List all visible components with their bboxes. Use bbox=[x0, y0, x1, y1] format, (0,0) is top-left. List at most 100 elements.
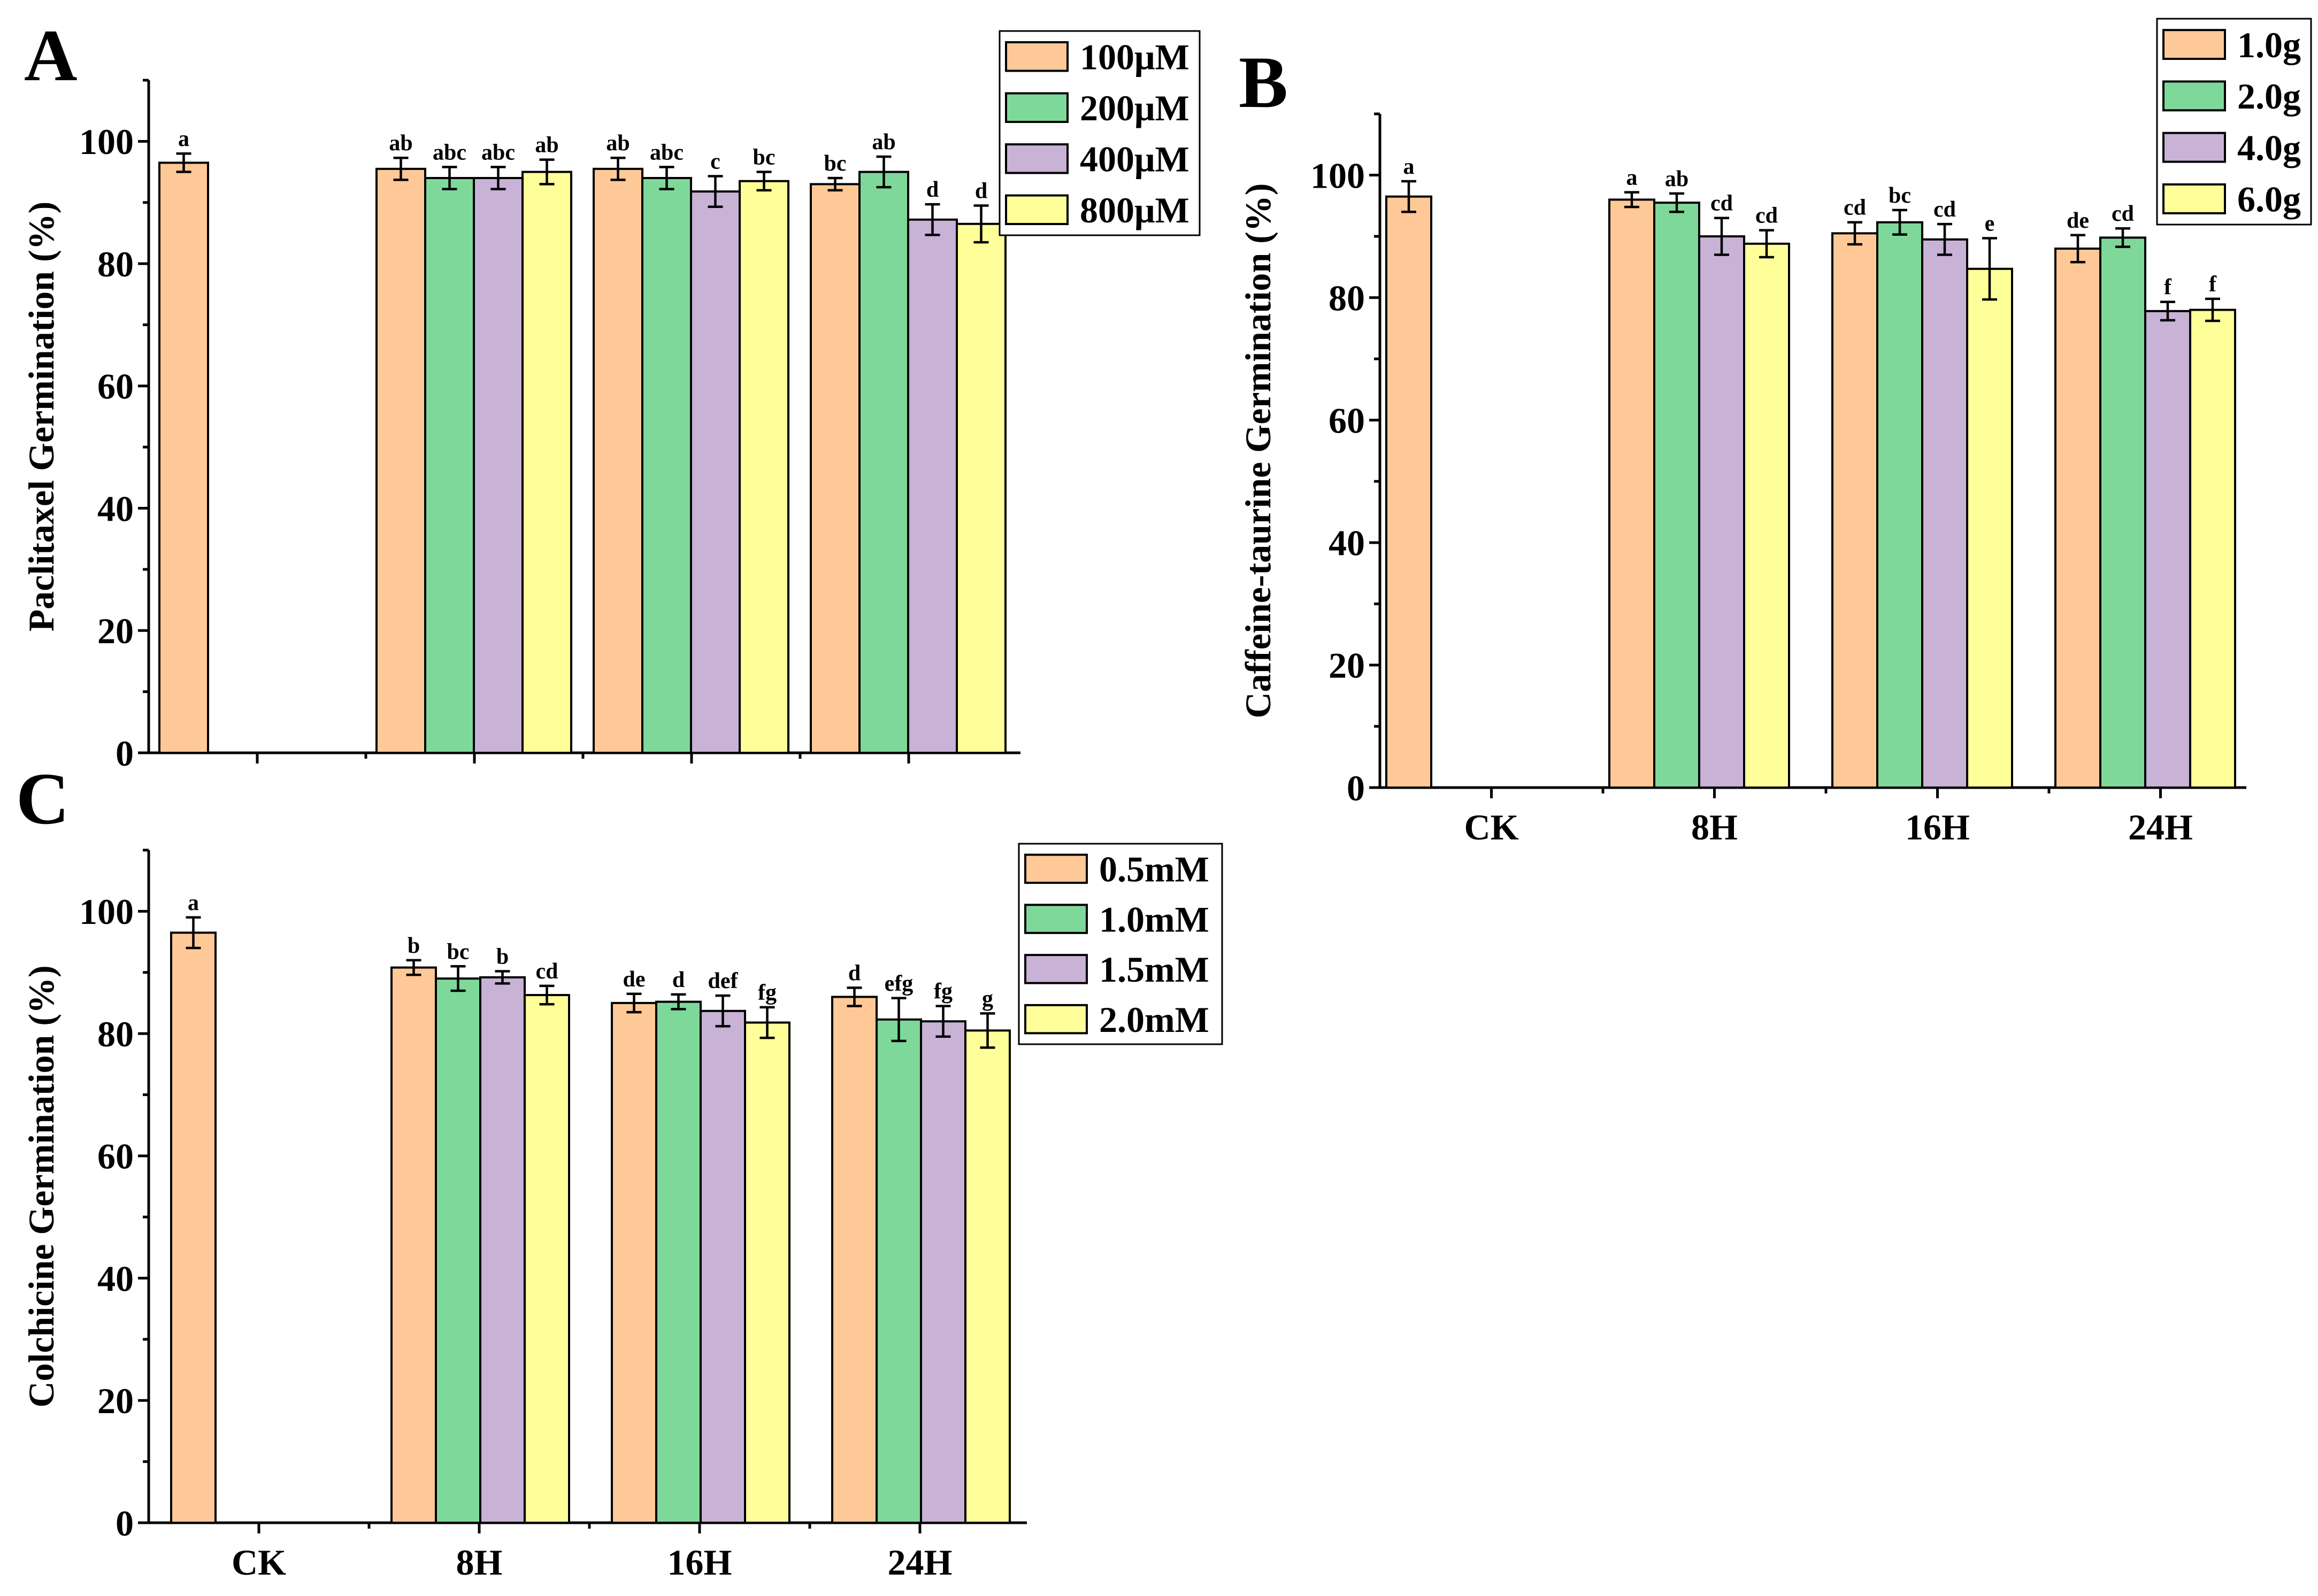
legend-label: 4.0g bbox=[2237, 127, 2301, 168]
legend-label: 1.5mM bbox=[1099, 949, 1209, 990]
significance-letter: cd bbox=[2112, 202, 2134, 226]
bar bbox=[876, 1018, 922, 1524]
legend-swatch bbox=[1005, 194, 1069, 225]
legend-swatch bbox=[2162, 29, 2226, 60]
bar bbox=[593, 167, 643, 754]
bar bbox=[611, 1001, 657, 1524]
significance-letter: d bbox=[975, 179, 987, 203]
y-tick-label: 80 bbox=[97, 1014, 134, 1054]
significance-letter: g bbox=[982, 986, 993, 1011]
significance-letter: abc bbox=[650, 140, 684, 165]
significance-letter: d bbox=[926, 178, 939, 202]
legend-label: 1.0mM bbox=[1099, 899, 1209, 939]
y-tick-label: 20 bbox=[1329, 645, 1365, 686]
significance-letter: bc bbox=[753, 145, 776, 170]
y-tick-label: 20 bbox=[97, 611, 134, 651]
bar bbox=[1385, 195, 1432, 789]
legend-label: 1.0g bbox=[2237, 25, 2301, 65]
significance-letter: fg bbox=[934, 980, 953, 1004]
x-tick-label: 8H bbox=[1691, 807, 1738, 847]
bar bbox=[1698, 235, 1745, 789]
bar bbox=[158, 161, 209, 754]
bar bbox=[1831, 232, 1878, 789]
x-tick-label: 8H bbox=[456, 1542, 503, 1583]
panel-b: B 0 20 40 60 80 100 Caffeine-taurine Germinatio… bbox=[1238, 18, 2312, 847]
bar bbox=[2144, 310, 2191, 789]
y-tick-label: 60 bbox=[1329, 400, 1365, 441]
significance-letter: c bbox=[710, 150, 720, 174]
legend-label: 200μM bbox=[1080, 88, 1189, 128]
bar bbox=[1966, 267, 2013, 789]
y-tick-label: 40 bbox=[1329, 523, 1365, 564]
bar bbox=[170, 931, 217, 1524]
bar bbox=[521, 171, 572, 754]
bar bbox=[1876, 221, 1923, 789]
y-tick-label: 60 bbox=[97, 366, 134, 407]
panel-letter: A bbox=[24, 14, 78, 96]
x-tick-label: 16H bbox=[1905, 807, 1970, 847]
bar bbox=[1921, 238, 1968, 789]
legend-label: 2.0mM bbox=[1099, 999, 1209, 1040]
y-axis-label: Colchicine Germination (%) bbox=[21, 965, 62, 1407]
x-tick-label: 16H bbox=[667, 1542, 732, 1583]
significance-letter: f bbox=[2164, 275, 2172, 300]
significance-letter: a bbox=[178, 127, 189, 151]
y-tick-label: 100 bbox=[1310, 155, 1365, 196]
legend-swatch bbox=[1005, 143, 1069, 174]
significance-letter: bc bbox=[447, 939, 470, 964]
y-tick-label: 100 bbox=[79, 891, 134, 932]
bar bbox=[1608, 198, 1655, 789]
bar bbox=[920, 1020, 966, 1524]
bar bbox=[424, 176, 475, 754]
significance-letter: ab bbox=[606, 131, 630, 156]
significance-letter: ab bbox=[1665, 167, 1688, 191]
bar bbox=[473, 176, 524, 754]
bar bbox=[2054, 248, 2101, 789]
y-axis-label: Paclitaxel Germination (%) bbox=[21, 202, 62, 631]
significance-letter: cd bbox=[1933, 197, 1956, 222]
significance-letter: bc bbox=[1889, 183, 1911, 208]
legend-swatch bbox=[1024, 853, 1088, 884]
x-tick-label: 24H bbox=[2128, 807, 2193, 847]
bar bbox=[524, 994, 570, 1524]
significance-letter: d bbox=[848, 961, 861, 985]
legend-swatch bbox=[2162, 80, 2226, 112]
significance-letter: bc bbox=[824, 151, 847, 176]
legend-label: 400μM bbox=[1080, 139, 1189, 180]
bar bbox=[810, 183, 861, 754]
panel-letter: C bbox=[16, 758, 70, 839]
significance-letter: cd bbox=[1755, 204, 1778, 228]
significance-letter: ab bbox=[389, 131, 412, 156]
y-tick-label: 40 bbox=[97, 488, 134, 529]
significance-letter: ab bbox=[535, 133, 558, 158]
bar bbox=[858, 171, 909, 754]
significance-letter: b bbox=[496, 944, 509, 969]
bar bbox=[1653, 202, 1700, 789]
legend: 100μM 200μM 400μM 800μM bbox=[999, 30, 1201, 236]
bar bbox=[641, 176, 692, 754]
y-tick-label: 40 bbox=[97, 1258, 134, 1299]
significance-letter: fg bbox=[758, 981, 777, 1005]
significance-letter: e bbox=[1985, 212, 1995, 236]
legend-swatch bbox=[2162, 183, 2226, 214]
legend-swatch bbox=[1024, 1004, 1088, 1035]
significance-letter: f bbox=[2209, 272, 2217, 297]
bar bbox=[907, 218, 958, 754]
y-tick-label: 0 bbox=[1347, 768, 1365, 808]
significance-letter: cd bbox=[536, 959, 558, 984]
bar bbox=[655, 1000, 702, 1524]
bar bbox=[956, 222, 1007, 754]
y-tick-label: 0 bbox=[116, 1503, 134, 1544]
legend-swatch bbox=[1024, 954, 1088, 984]
bar bbox=[2189, 309, 2236, 789]
significance-letter: de bbox=[2067, 209, 2089, 233]
bar bbox=[964, 1029, 1011, 1524]
y-tick-label: 20 bbox=[97, 1381, 134, 1421]
y-tick-label: 80 bbox=[97, 244, 134, 284]
bar bbox=[690, 190, 741, 754]
panel-c: C 0 20 40 60 80 100 Colchicine Germination (%) C… bbox=[16, 758, 1223, 1583]
legend: 0.5mM 1.0mM 1.5mM 2.0mM bbox=[1018, 843, 1223, 1045]
significance-letter: abc bbox=[433, 140, 466, 165]
significance-letter: efg bbox=[885, 972, 914, 996]
